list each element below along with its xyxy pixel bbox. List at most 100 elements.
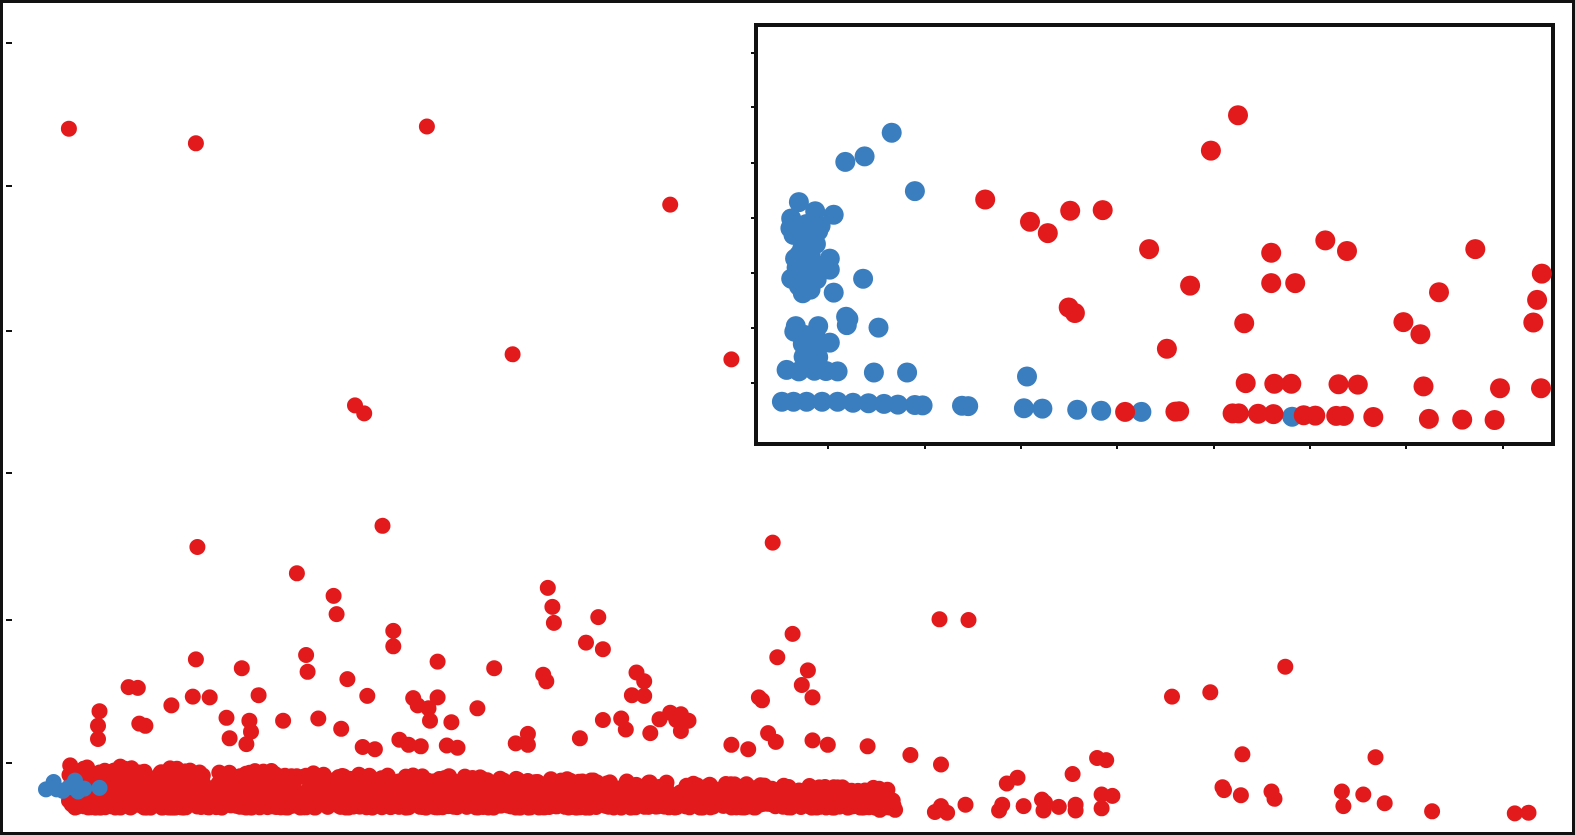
main-point	[91, 703, 108, 720]
inset-point	[1523, 312, 1544, 333]
main-point	[443, 714, 460, 731]
main-point	[486, 660, 503, 677]
main-point	[723, 351, 740, 368]
main-point-cluster	[448, 778, 465, 795]
main-point	[1035, 802, 1052, 819]
inset-point	[835, 151, 856, 172]
main-point-cluster	[423, 784, 440, 801]
main-point-cluster	[801, 793, 817, 810]
inset-point	[1067, 399, 1088, 420]
main-point	[754, 692, 770, 709]
main-point	[623, 687, 640, 704]
main-point	[998, 775, 1015, 792]
main-point-cluster	[720, 779, 737, 795]
main-point	[275, 712, 292, 729]
inset-point	[1337, 241, 1357, 261]
inset-point	[904, 181, 925, 202]
inset-point	[1013, 398, 1034, 419]
main-point	[469, 700, 486, 717]
main-point	[385, 622, 402, 639]
main-point	[356, 405, 373, 422]
inset-point	[868, 317, 889, 338]
main-point-cluster	[726, 797, 743, 814]
main-point	[519, 736, 536, 753]
main-point	[288, 565, 305, 582]
inset-point	[1261, 273, 1282, 294]
main-point-cluster	[817, 779, 833, 795]
main-point-cluster	[546, 790, 563, 807]
main-point	[1202, 684, 1219, 701]
inset-point	[1091, 400, 1112, 421]
inset-point	[1410, 324, 1431, 345]
inset-point	[1092, 200, 1113, 221]
main-point	[991, 802, 1008, 819]
main-point	[1098, 752, 1115, 769]
main-point-cluster	[295, 768, 312, 785]
main-point-cluster	[643, 796, 660, 813]
main-point-cluster	[396, 775, 413, 792]
main-point	[250, 687, 267, 704]
main-point	[636, 673, 653, 690]
main-point-cluster	[760, 795, 777, 812]
main-point	[578, 634, 594, 651]
main-point	[429, 689, 446, 706]
inset-point	[1139, 239, 1160, 260]
main-point	[1506, 805, 1523, 822]
main-point	[1164, 688, 1180, 705]
main-point	[1015, 798, 1032, 815]
main-point-cluster	[577, 798, 594, 815]
main-point-cluster	[695, 799, 712, 816]
inset-axis-ticks	[751, 52, 1504, 449]
inset-point	[1060, 200, 1081, 221]
inset-point	[1228, 105, 1248, 126]
inset-point	[1328, 374, 1349, 395]
main-point	[243, 723, 259, 740]
main-point	[545, 614, 562, 631]
inset-point	[1200, 140, 1221, 161]
main-point	[672, 723, 689, 739]
main-point-cluster	[232, 768, 248, 785]
main-point-cluster	[187, 771, 204, 788]
main-point-cluster	[354, 785, 371, 802]
main-point	[298, 647, 315, 663]
main-point	[1335, 798, 1352, 815]
main-point-cluster	[139, 772, 156, 789]
main-point-cluster	[563, 788, 580, 805]
main-point-cluster	[199, 799, 216, 816]
inset-point	[881, 122, 902, 143]
inset-point	[1484, 410, 1505, 430]
main-point-cluster	[110, 797, 127, 814]
main-point-cluster	[210, 775, 227, 792]
inset-point	[1115, 401, 1136, 422]
main-point-cluster	[522, 799, 539, 816]
main-point	[339, 671, 356, 688]
inset-point	[827, 361, 848, 382]
main-point	[189, 539, 206, 555]
inset-plot-frame	[754, 23, 1555, 446]
main-point	[54, 782, 71, 799]
inset-point	[792, 283, 813, 304]
main-point-cluster	[681, 792, 698, 809]
inset-point	[827, 391, 848, 412]
inset-point	[1315, 230, 1336, 251]
main-point	[926, 804, 943, 820]
main-point	[238, 736, 255, 753]
main-point	[187, 135, 204, 152]
inset-plot	[751, 23, 1555, 449]
inset-point	[1531, 263, 1552, 284]
main-point-cluster	[161, 787, 178, 804]
main-point	[784, 625, 801, 642]
inset-point	[1333, 405, 1354, 426]
inset-point	[1234, 313, 1255, 334]
main-point	[931, 611, 948, 628]
main-point	[1234, 746, 1251, 763]
inset-point	[812, 391, 833, 412]
inset-point	[1037, 223, 1058, 244]
main-point-cluster	[95, 797, 112, 814]
main-point	[1277, 658, 1294, 675]
main-point-cluster	[448, 789, 465, 806]
main-point	[233, 660, 250, 677]
inset-point	[1281, 373, 1302, 394]
main-point	[333, 720, 350, 737]
